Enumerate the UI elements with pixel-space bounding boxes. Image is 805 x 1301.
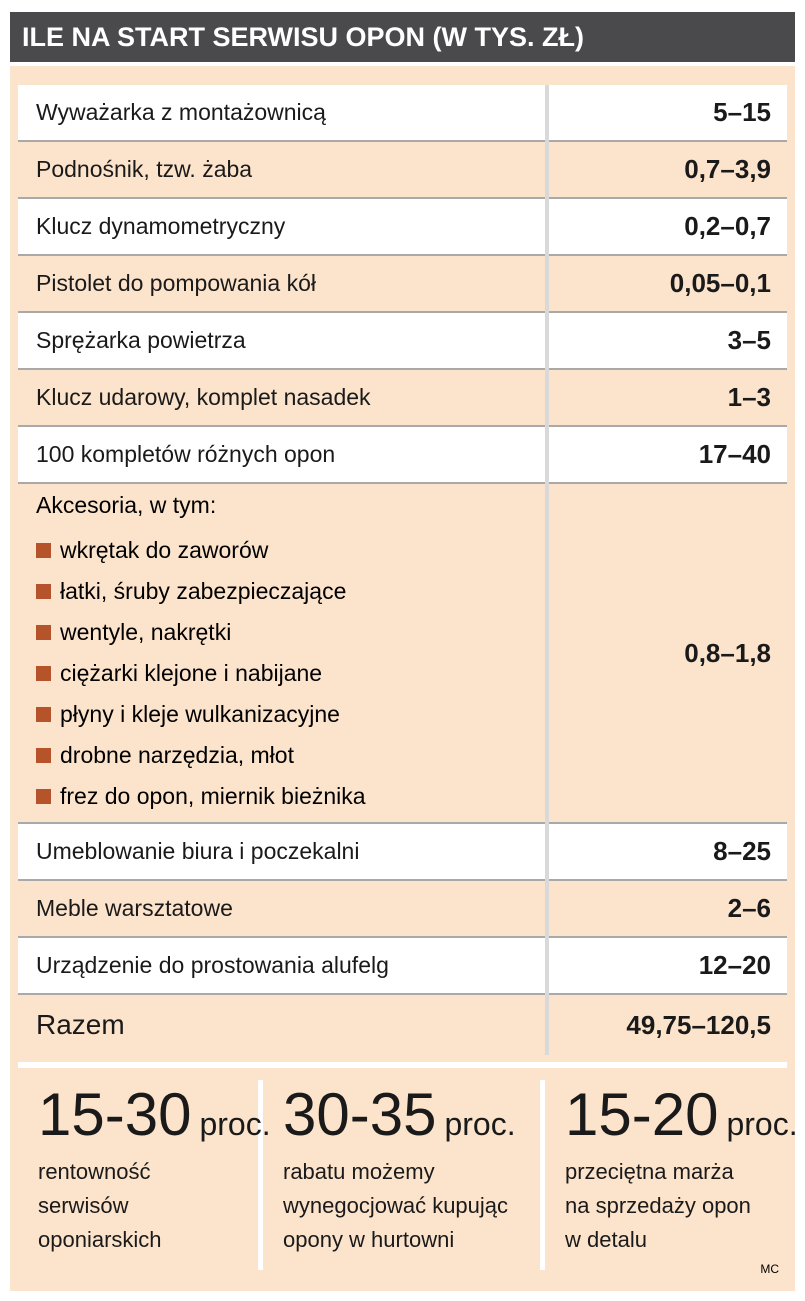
accessory-item: płyny i kleje wulkanizacyjne [36, 694, 545, 735]
stat-description: rentowność serwisów oponiarskich [38, 1155, 271, 1257]
stat-block: 15-20 proc. przeciętna marża na sprzedaży o… [545, 1080, 798, 1275]
stat-number-line: 15-20 proc. [565, 1080, 798, 1149]
item-text: wkrętak do zaworów [60, 537, 269, 563]
description-line: opony w hurtowni [283, 1227, 455, 1252]
row-value: 5–15 [549, 85, 787, 142]
stat-unit: proc. [726, 1106, 798, 1142]
bullet [36, 666, 51, 681]
row-value: 0,7–3,9 [549, 142, 787, 199]
bullet [36, 543, 51, 558]
row-label: Akcesoria, w tym: wkrętak do zaworów łatki… [18, 484, 545, 824]
row-label: Klucz dynamometryczny [18, 199, 545, 256]
description-line: w detalu [565, 1227, 647, 1252]
stat-description: rabatu możemy wynegocjować kupując opony w… [283, 1155, 516, 1257]
item-text: frez do opon, miernik bieżnika [60, 783, 366, 809]
row-value: 3–5 [549, 313, 787, 370]
accessory-item: wentyle, nakrętki [36, 612, 545, 653]
column-divider [545, 85, 549, 1055]
row-value: 0,8–1,8 [549, 484, 787, 824]
total-value: 49,75–120,5 [549, 995, 787, 1055]
bullet [36, 625, 51, 640]
accessory-item: łatki, śruby zabezpieczające [36, 571, 545, 612]
stat-description: przeciętna marża na sprzedaży opon w detal… [565, 1155, 798, 1257]
bullet [36, 748, 51, 763]
item-text: wentyle, nakrętki [60, 619, 232, 645]
row-label: Podnośnik, tzw. żaba [18, 142, 545, 199]
stat-unit: proc. [444, 1106, 516, 1142]
row-value: 8–25 [549, 824, 787, 881]
item-text: płyny i kleje wulkanizacyjne [60, 701, 340, 727]
description-line: oponiarskich [38, 1227, 162, 1252]
accessory-item: frez do opon, miernik bieżnika [36, 776, 545, 817]
row-value: 0,05–0,1 [549, 256, 787, 313]
accessory-item: wkrętak do zaworów [36, 530, 545, 571]
bullet [36, 584, 51, 599]
description-line: rentowność [38, 1159, 151, 1184]
separator [258, 1080, 263, 1270]
stat-number: 15-30 [38, 1081, 192, 1148]
stat-unit: proc. [199, 1106, 271, 1142]
row-value: 0,2–0,7 [549, 199, 787, 256]
row-label: Meble warsztatowe [18, 881, 545, 938]
row-label: 100 kompletów różnych opon [18, 427, 545, 484]
description-line: rabatu możemy [283, 1159, 435, 1184]
row-label: Umeblowanie biura i poczekalni [18, 824, 545, 881]
stat-number-line: 30-35 proc. [283, 1080, 516, 1149]
description-line: serwisów [38, 1193, 129, 1218]
row-label: Wyważarka z montażownicą [18, 85, 545, 142]
header-title: ILE NA START SERWISU OPON (W TYS. ZŁ) [10, 12, 795, 62]
description-line: wynegocjować kupując [283, 1193, 509, 1218]
total-label: Razem [18, 995, 545, 1055]
credit: MC [760, 1262, 779, 1276]
stat-number: 30-35 [283, 1081, 437, 1148]
item-text: drobne narzędzia, młot [60, 742, 294, 768]
separator [18, 1062, 787, 1068]
separator [540, 1080, 545, 1270]
row-label: Klucz udarowy, komplet nasadek [18, 370, 545, 427]
accessory-item: ciężarki klejone i nabijane [36, 653, 545, 694]
accessory-item: drobne narzędzia, młot [36, 735, 545, 776]
row-value: 17–40 [549, 427, 787, 484]
row-value: 12–20 [549, 938, 787, 995]
row-value: 1–3 [549, 370, 787, 427]
row-value: 2–6 [549, 881, 787, 938]
row-label: Sprężarka powietrza [18, 313, 545, 370]
accessories-label: Akcesoria, w tym: [36, 492, 217, 518]
row-label: Urządzenie do prostowania alufelg [18, 938, 545, 995]
stat-block: 30-35 proc. rabatu możemy wynegocjować kupu… [263, 1080, 516, 1275]
item-text: łatki, śruby zabezpieczające [60, 578, 347, 604]
description-line: na sprzedaży opon [565, 1193, 751, 1218]
stat-block: 15-30 proc. rentowność serwisów oponiarskich [18, 1080, 271, 1275]
row-label: Pistolet do pompowania kół [18, 256, 545, 313]
bullet [36, 789, 51, 804]
bullet [36, 707, 51, 722]
item-text: ciężarki klejone i nabijane [60, 660, 323, 686]
stat-number: 15-20 [565, 1081, 719, 1148]
stat-number-line: 15-30 proc. [38, 1080, 271, 1149]
description-line: przeciętna marża [565, 1159, 734, 1184]
